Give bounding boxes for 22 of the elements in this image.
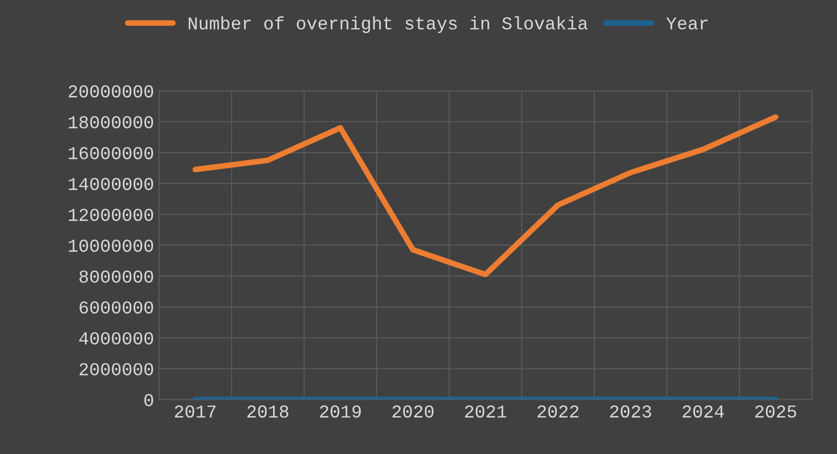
x-tick-label: 2023	[610, 405, 652, 418]
x-tick-label: 2021	[465, 405, 506, 418]
legend-label: Year	[666, 17, 708, 30]
x-tick-label: 2020	[392, 405, 434, 418]
y-tick-label: 18000000	[68, 116, 154, 128]
y-tick-label: 8000000	[79, 270, 154, 283]
x-tick-label: 2017	[174, 405, 216, 418]
x-tick-label: 2022	[538, 405, 578, 418]
y-tick-label: 6000000	[80, 301, 154, 314]
y-tick-label: 4000000	[79, 332, 154, 344]
y-tick-label: 16000000	[68, 147, 154, 160]
x-tick-label: 2019	[320, 405, 361, 418]
y-tick-label: 12000000	[68, 208, 154, 222]
y-tick-label: 20000000	[68, 85, 154, 98]
x-tick-label: 2024	[682, 405, 724, 418]
x-tick-label: 2018	[247, 405, 288, 418]
y-tick-label: 10000000	[68, 240, 154, 252]
y-tick-label: 14000000	[68, 178, 154, 190]
x-tick-label: 2025	[755, 405, 796, 418]
legend-label: Number of overnight stays in Slovakia	[188, 16, 588, 34]
y-tick-label: 2000000	[80, 363, 154, 376]
y-tick-label: 0	[144, 394, 154, 406]
